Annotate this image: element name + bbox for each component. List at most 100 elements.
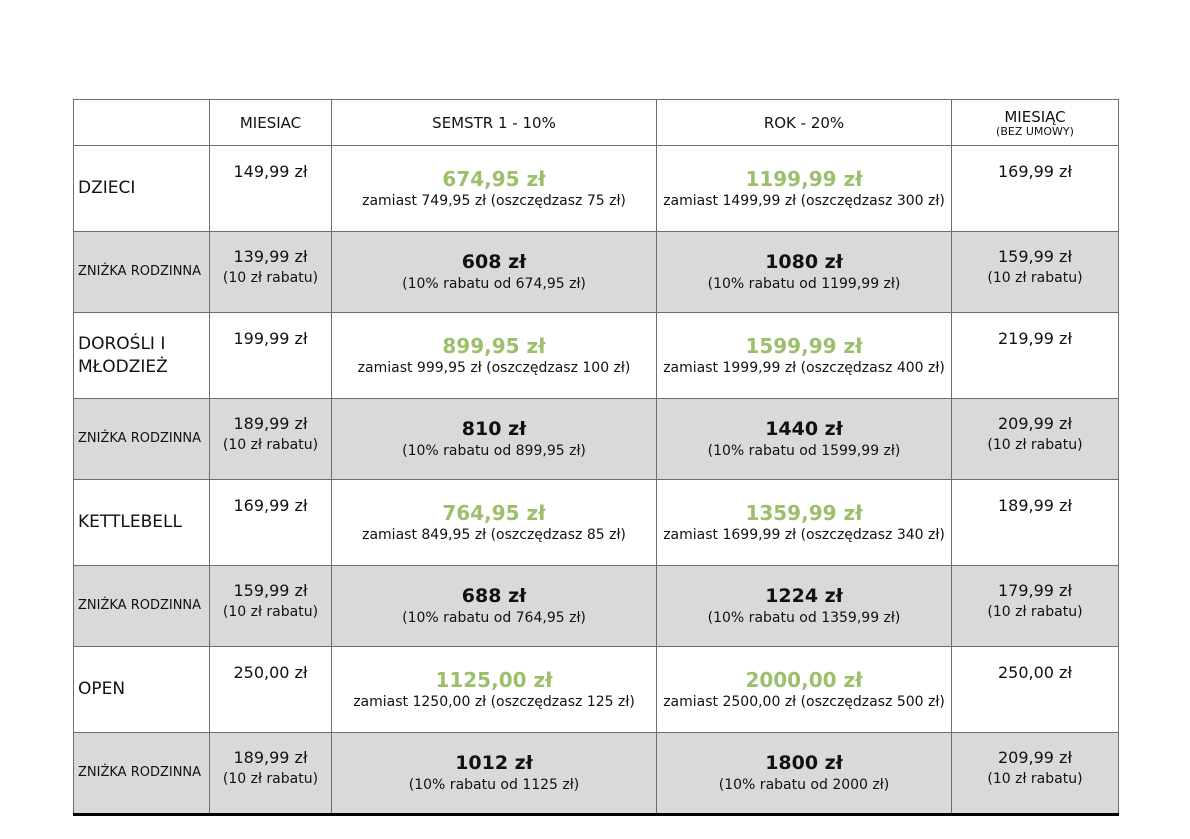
semester-price-note: (10% rabatu od 1125 zł) bbox=[408, 777, 580, 793]
month-price-value: 149,99 zł bbox=[233, 162, 308, 181]
year-price: 1199,99 zł zamiast 1499,99 zł (oszczędza… bbox=[656, 145, 952, 232]
year-price-value: 1800 zł bbox=[765, 752, 843, 774]
semester-price-note: zamiast 1250,00 zł (oszczędzasz 125 zł) bbox=[353, 693, 635, 710]
year-price: 2000,00 zł zamiast 2500,00 zł (oszczędza… bbox=[656, 646, 952, 733]
table-row: DOROŚLI I MŁODZIEŻ 199,99 zł 899,95 zł z… bbox=[73, 312, 1119, 399]
month-price-note: (10 zł rabatu) bbox=[222, 771, 319, 787]
category-name: DZIECI bbox=[73, 145, 210, 232]
category-name: ZNIŻKA RODZINNA bbox=[73, 732, 210, 815]
year-price: 1800 zł (10% rabatu od 2000 zł) bbox=[656, 732, 952, 815]
category-name: ZNIŻKA RODZINNA bbox=[73, 231, 210, 313]
header-no-contract-sub: (BEZ UMOWY) bbox=[996, 124, 1074, 138]
semester-price: 810 zł (10% rabatu od 899,95 zł) bbox=[331, 398, 657, 480]
no-contract-price-value: 159,99 zł bbox=[997, 247, 1072, 266]
category-name: DOROŚLI I MŁODZIEŻ bbox=[73, 312, 210, 399]
no-contract-price-note: (10 zł rabatu) bbox=[987, 771, 1083, 787]
month-price-value: 169,99 zł bbox=[233, 496, 308, 515]
month-price-note: (10 zł rabatu) bbox=[222, 604, 319, 620]
year-price: 1224 zł (10% rabatu od 1359,99 zł) bbox=[656, 565, 952, 647]
no-contract-price: 209,99 zł (10 zł rabatu) bbox=[951, 732, 1119, 815]
semester-price-value: 899,95 zł bbox=[442, 333, 546, 358]
year-price-value: 1440 zł bbox=[765, 418, 843, 440]
no-contract-price-value: 209,99 zł bbox=[997, 748, 1072, 767]
month-price-note: (10 zł rabatu) bbox=[222, 437, 319, 453]
semester-price-value: 608 zł bbox=[461, 251, 527, 273]
table-row: KETTLEBELL 169,99 zł 764,95 zł zamiast 8… bbox=[73, 479, 1119, 566]
header-month: MIESIAC bbox=[209, 99, 332, 146]
year-price-note: zamiast 1999,99 zł (oszczędzasz 400 zł) bbox=[663, 359, 945, 376]
semester-price-note: zamiast 749,95 zł (oszczędzasz 75 zł) bbox=[362, 192, 626, 209]
no-contract-price: 189,99 zł bbox=[951, 479, 1119, 566]
semester-price-value: 810 zł bbox=[461, 418, 527, 440]
no-contract-price: 169,99 zł bbox=[951, 145, 1119, 232]
no-contract-price: 159,99 zł (10 zł rabatu) bbox=[951, 231, 1119, 313]
year-price-note: (10% rabatu od 1359,99 zł) bbox=[707, 610, 901, 626]
year-price-value: 1359,99 zł bbox=[745, 500, 863, 525]
month-price-value: 189,99 zł bbox=[233, 414, 308, 433]
year-price: 1359,99 zł zamiast 1699,99 zł (oszczędza… bbox=[656, 479, 952, 566]
year-price-note: zamiast 1699,99 zł (oszczędzasz 340 zł) bbox=[663, 526, 945, 543]
no-contract-price-value: 250,00 zł bbox=[997, 663, 1072, 682]
year-price-note: (10% rabatu od 1199,99 zł) bbox=[707, 276, 901, 292]
year-price-note: (10% rabatu od 1599,99 zł) bbox=[707, 443, 901, 459]
month-price: 139,99 zł (10 zł rabatu) bbox=[209, 231, 332, 313]
semester-price: 899,95 zł zamiast 999,95 zł (oszczędzasz… bbox=[331, 312, 657, 399]
month-price-value: 189,99 zł bbox=[233, 748, 308, 767]
year-price-note: zamiast 2500,00 zł (oszczędzasz 500 zł) bbox=[663, 693, 945, 710]
no-contract-price-value: 179,99 zł bbox=[997, 581, 1072, 600]
no-contract-price-value: 209,99 zł bbox=[997, 414, 1072, 433]
semester-price-value: 1012 zł bbox=[455, 752, 533, 774]
semester-price-note: zamiast 999,95 zł (oszczędzasz 100 zł) bbox=[357, 359, 631, 376]
header-month-no-contract: MIESIĄC (BEZ UMOWY) bbox=[951, 99, 1119, 146]
year-price: 1440 zł (10% rabatu od 1599,99 zł) bbox=[656, 398, 952, 480]
price-table: MIESIAC SEMSTR 1 - 10% ROK - 20% MIESIĄC… bbox=[73, 99, 1119, 816]
semester-price-value: 1125,00 zł bbox=[435, 667, 553, 692]
year-price-note: (10% rabatu od 2000 zł) bbox=[718, 777, 890, 793]
semester-price: 688 zł (10% rabatu od 764,95 zł) bbox=[331, 565, 657, 647]
month-price-note: (10 zł rabatu) bbox=[222, 270, 319, 286]
category-name: KETTLEBELL bbox=[73, 479, 210, 566]
year-price-value: 2000,00 zł bbox=[745, 667, 863, 692]
semester-price-note: (10% rabatu od 764,95 zł) bbox=[402, 610, 586, 626]
year-price-value: 1599,99 zł bbox=[745, 333, 863, 358]
table-row-discount: ZNIŻKA RODZINNA 159,99 zł (10 zł rabatu)… bbox=[73, 565, 1119, 647]
month-price: 189,99 zł (10 zł rabatu) bbox=[209, 732, 332, 815]
month-price-value: 199,99 zł bbox=[233, 329, 308, 348]
year-price-note: zamiast 1499,99 zł (oszczędzasz 300 zł) bbox=[663, 192, 945, 209]
no-contract-price: 209,99 zł (10 zł rabatu) bbox=[951, 398, 1119, 480]
no-contract-price-note: (10 zł rabatu) bbox=[987, 270, 1083, 286]
semester-price-note: zamiast 849,95 zł (oszczędzasz 85 zł) bbox=[362, 526, 626, 543]
semester-price-note: (10% rabatu od 899,95 zł) bbox=[402, 443, 586, 459]
year-price-value: 1080 zł bbox=[765, 251, 843, 273]
semester-price: 1012 zł (10% rabatu od 1125 zł) bbox=[331, 732, 657, 815]
month-price-value: 159,99 zł bbox=[233, 581, 308, 600]
table-row-discount: ZNIŻKA RODZINNA 139,99 zł (10 zł rabatu)… bbox=[73, 231, 1119, 313]
header-semester: SEMSTR 1 - 10% bbox=[331, 99, 657, 146]
table-row: OPEN 250,00 zł 1125,00 zł zamiast 1250,0… bbox=[73, 646, 1119, 733]
no-contract-price-value: 219,99 zł bbox=[997, 329, 1072, 348]
month-price: 159,99 zł (10 zł rabatu) bbox=[209, 565, 332, 647]
month-price: 149,99 zł bbox=[209, 145, 332, 232]
no-contract-price: 179,99 zł (10 zł rabatu) bbox=[951, 565, 1119, 647]
semester-price-value: 674,95 zł bbox=[442, 166, 546, 191]
month-price-value: 250,00 zł bbox=[233, 663, 308, 682]
no-contract-price-value: 189,99 zł bbox=[997, 496, 1072, 515]
table-row-discount: ZNIŻKA RODZINNA 189,99 zł (10 zł rabatu)… bbox=[73, 398, 1119, 480]
semester-price: 674,95 zł zamiast 749,95 zł (oszczędzasz… bbox=[331, 145, 657, 232]
year-price-value: 1199,99 zł bbox=[745, 166, 863, 191]
semester-price-note: (10% rabatu od 674,95 zł) bbox=[402, 276, 586, 292]
year-price-value: 1224 zł bbox=[765, 585, 843, 607]
category-name: OPEN bbox=[73, 646, 210, 733]
no-contract-price-note: (10 zł rabatu) bbox=[987, 437, 1083, 453]
category-name: ZNIŻKA RODZINNA bbox=[73, 565, 210, 647]
month-price: 169,99 zł bbox=[209, 479, 332, 566]
table-row-discount: ZNIŻKA RODZINNA 189,99 zł (10 zł rabatu)… bbox=[73, 732, 1119, 815]
table-row: DZIECI 149,99 zł 674,95 zł zamiast 749,9… bbox=[73, 145, 1119, 232]
category-name: ZNIŻKA RODZINNA bbox=[73, 398, 210, 480]
semester-price-value: 688 zł bbox=[461, 585, 527, 607]
month-price: 199,99 zł bbox=[209, 312, 332, 399]
header-year: ROK - 20% bbox=[656, 99, 952, 146]
month-price: 250,00 zł bbox=[209, 646, 332, 733]
semester-price: 1125,00 zł zamiast 1250,00 zł (oszczędza… bbox=[331, 646, 657, 733]
year-price: 1599,99 zł zamiast 1999,99 zł (oszczędza… bbox=[656, 312, 952, 399]
